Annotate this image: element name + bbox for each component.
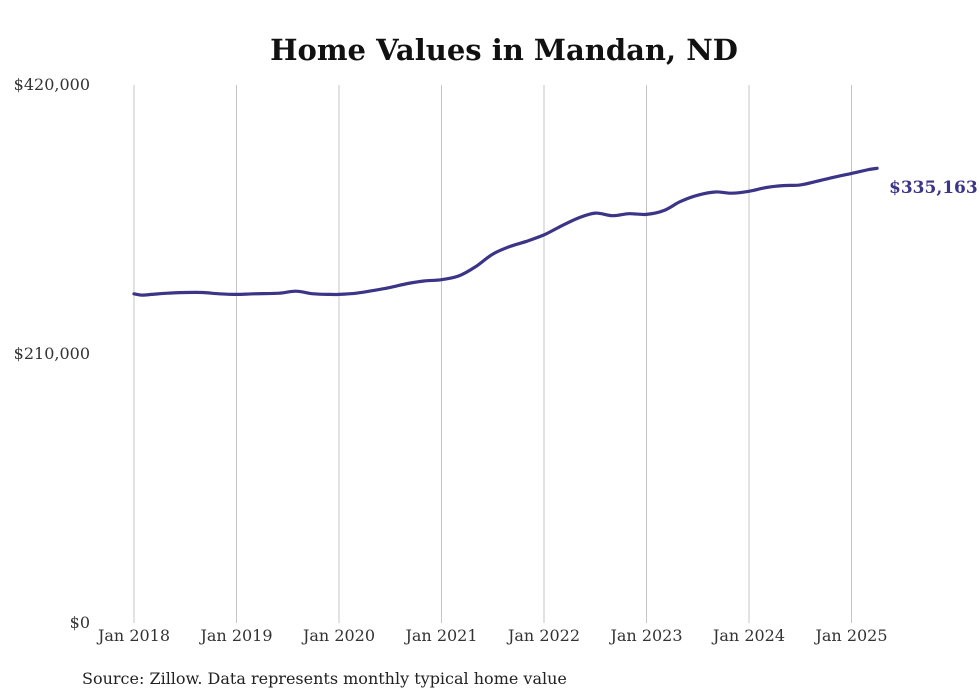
y-tick-label: $420,000 xyxy=(14,75,90,94)
x-axis-tick-labels: Jan 2018 Jan 2019 Jan 2020 Jan 2021 Jan 2022… xyxy=(96,626,888,645)
y-axis-tick-labels: $0 $210,000 $420,000 xyxy=(14,75,90,632)
x-tick-label: Jan 2025 xyxy=(813,626,887,645)
chart-title: Home Values in Mandan, ND xyxy=(270,33,738,67)
y-tick-label: $210,000 xyxy=(14,344,90,363)
y-tick-label: $0 xyxy=(70,613,90,632)
x-tick-label: Jan 2019 xyxy=(198,626,272,645)
series-line xyxy=(132,166,879,297)
source-note: Source: Zillow. Data represents monthly … xyxy=(82,669,567,688)
x-tick-label: Jan 2023 xyxy=(608,626,682,645)
x-tick-label: Jan 2018 xyxy=(96,626,170,645)
vertical-gridlines xyxy=(133,85,852,623)
x-tick-label: Jan 2021 xyxy=(403,626,477,645)
x-tick-label: Jan 2020 xyxy=(301,626,375,645)
x-tick-label: Jan 2022 xyxy=(506,626,580,645)
end-value-label: $335,163 xyxy=(889,178,978,198)
x-tick-label: Jan 2024 xyxy=(711,626,785,645)
